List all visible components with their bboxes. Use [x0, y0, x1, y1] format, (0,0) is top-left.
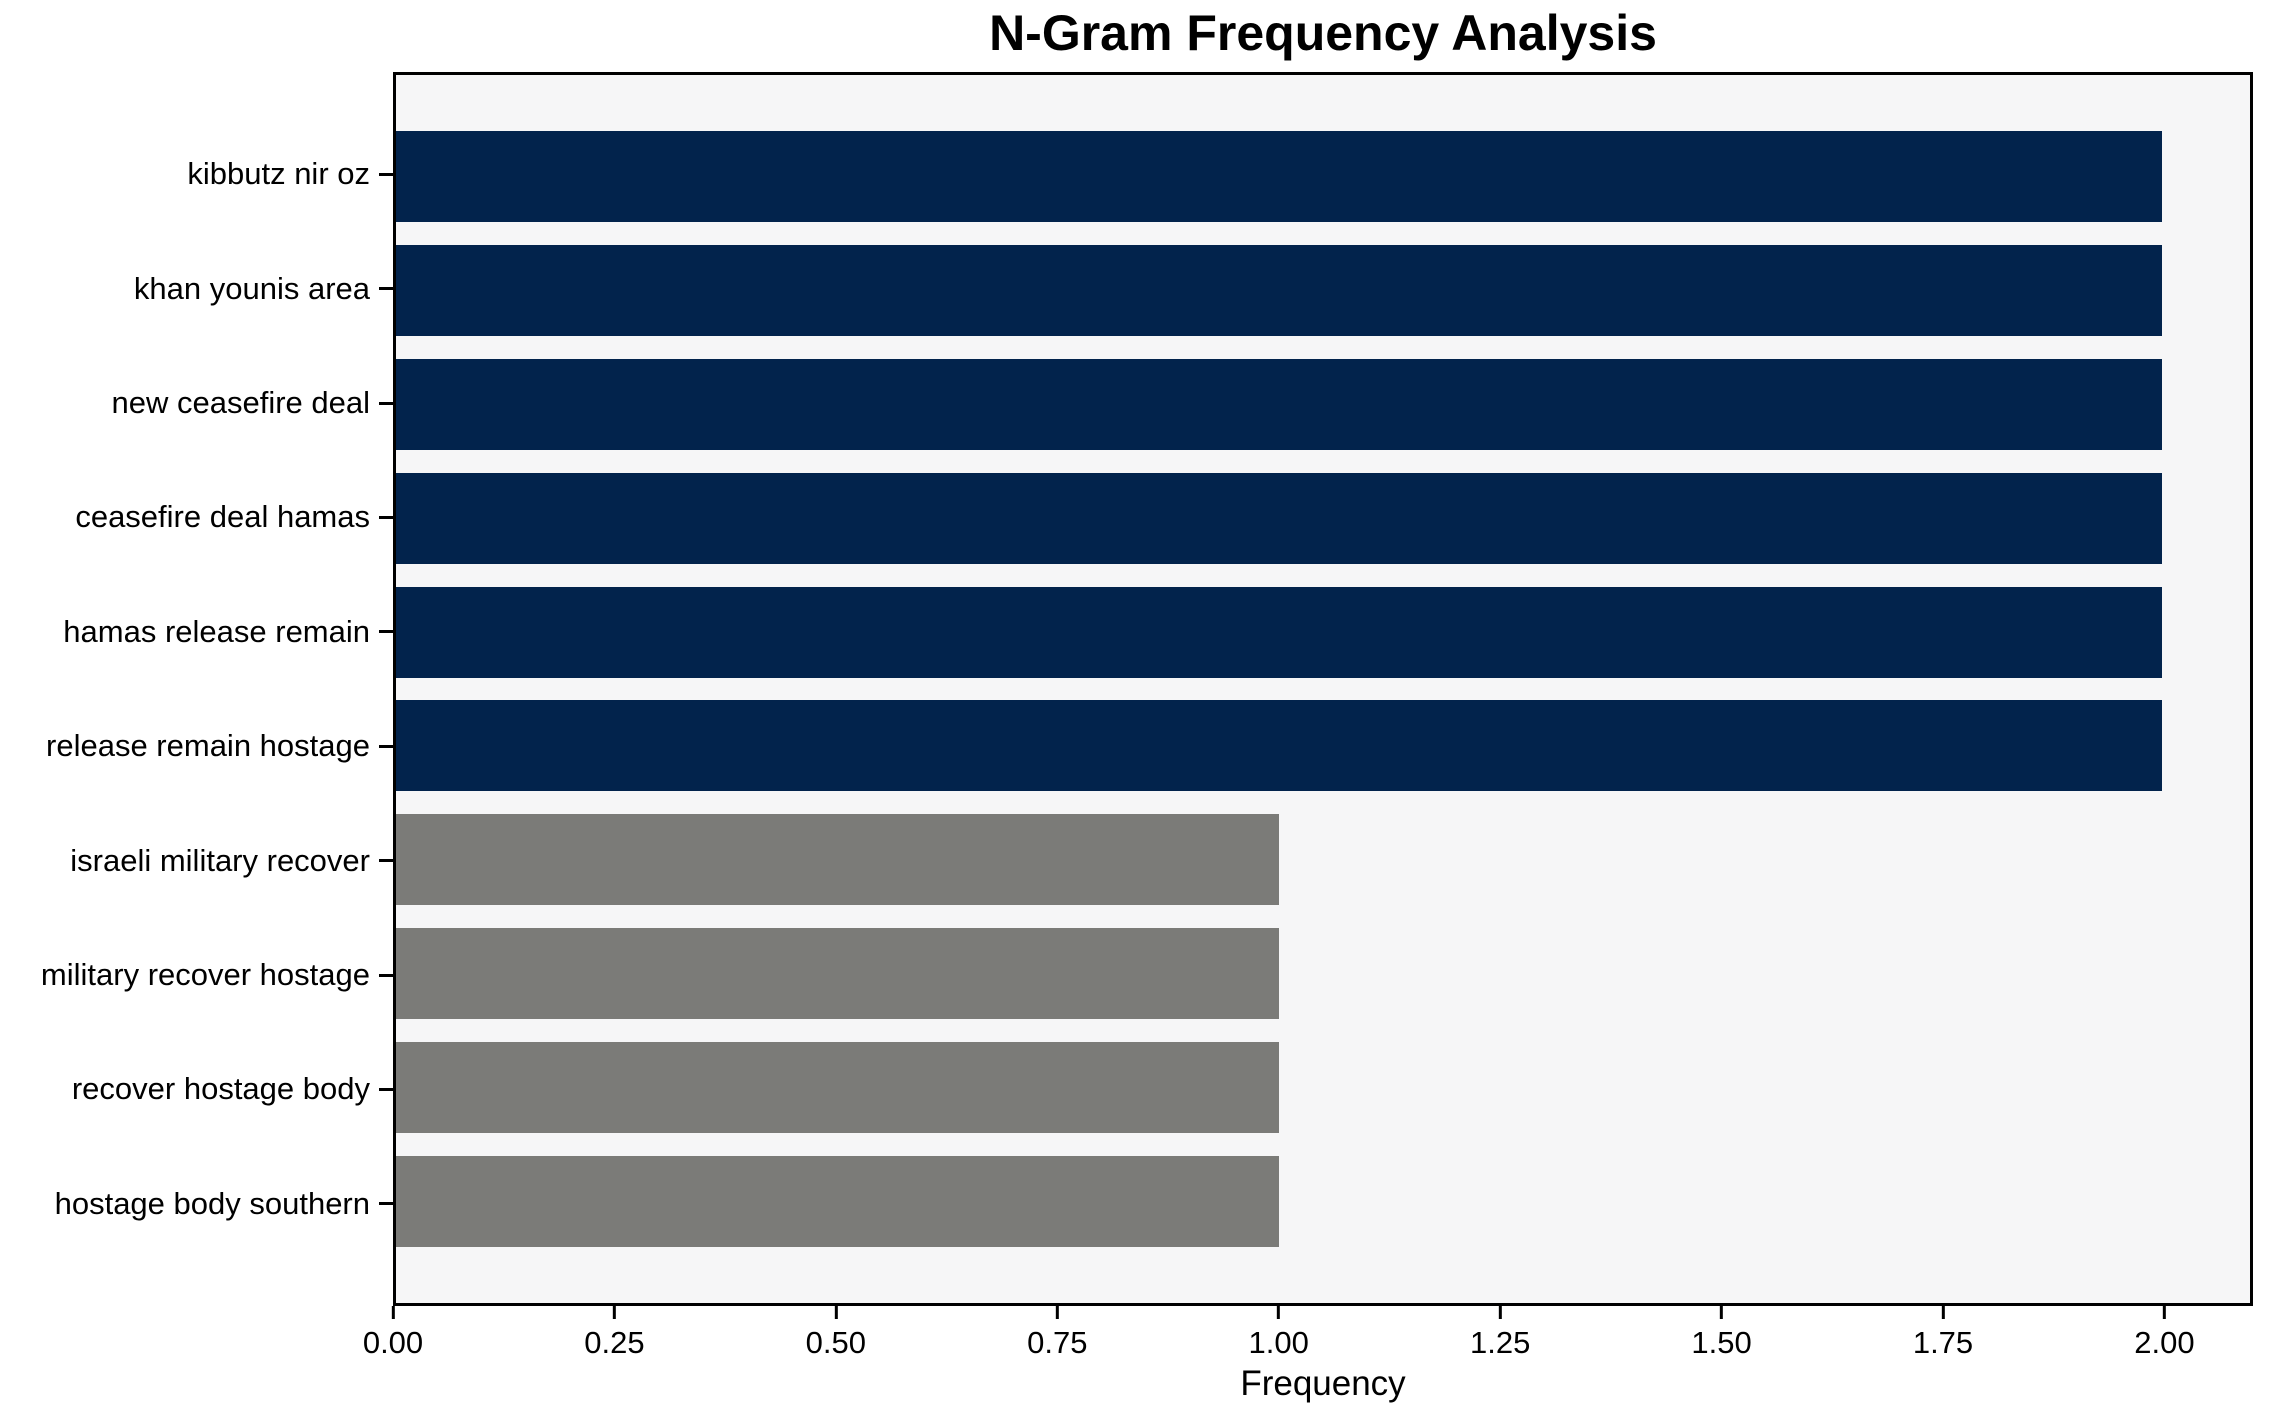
- x-tick-mark: [1055, 1306, 1059, 1319]
- y-tick-mark: [379, 287, 393, 291]
- y-tick-row-new-ceasefire-deal: new ceasefire deal: [0, 346, 393, 460]
- x-tick-label: 1.75: [1912, 1325, 1974, 1360]
- x-axis: 0.00 0.25 0.50 0.75 1.00 1.25 1.50 1.75 2.00: [363, 1306, 2253, 1376]
- bar-hostage-body-southern: [396, 1155, 1279, 1247]
- y-tick-row-recover-hostage-body: recover hostage body: [0, 1032, 393, 1146]
- x-tick-1.75: 1.75: [1913, 1306, 1973, 1361]
- y-tick-row-khan-younis-area: khan younis area: [0, 231, 393, 345]
- y-tick-row-hostage-body-southern: hostage body southern: [0, 1147, 393, 1261]
- x-tick-0.00: 0.00: [363, 1306, 423, 1361]
- x-tick-label: 0.50: [805, 1325, 867, 1360]
- bar-row-israeli-military-recover: [396, 803, 2250, 917]
- x-tick-mark: [1277, 1306, 1281, 1319]
- y-tick-label: recover hostage body: [71, 1071, 370, 1107]
- y-tick-mark: [379, 172, 393, 176]
- bar-new-ceasefire-deal: [396, 358, 2162, 450]
- plot-area: [393, 72, 2253, 1306]
- x-tick-label: 0.25: [584, 1325, 645, 1360]
- y-tick-label: israeli military recover: [70, 842, 370, 878]
- bar-military-recover-hostage: [396, 927, 1279, 1019]
- bar-hamas-release-remain: [396, 586, 2162, 678]
- bar-row-release-remain-hostage: [396, 689, 2250, 803]
- y-tick-mark: [379, 744, 393, 748]
- y-tick-label: kibbutz nir oz: [187, 156, 370, 192]
- bar-israeli-military-recover: [396, 814, 1279, 906]
- y-tick-row-kibbutz-nir-oz: kibbutz nir oz: [0, 117, 393, 231]
- y-tick-mark: [379, 1202, 393, 1206]
- bar-release-remain-hostage: [396, 700, 2162, 792]
- bar-row-military-recover-hostage: [396, 917, 2250, 1031]
- y-tick-label: release remain hostage: [46, 728, 370, 764]
- x-tick-mark: [2162, 1306, 2166, 1319]
- bar-row-new-ceasefire-deal: [396, 348, 2250, 462]
- chart-title: N-Gram Frequency Analysis: [989, 5, 1657, 61]
- y-tick-mark: [379, 401, 393, 405]
- y-tick-label: hostage body southern: [54, 1185, 370, 1221]
- y-tick-row-hamas-release-remain: hamas release remain: [0, 575, 393, 689]
- bar-recover-hostage-body: [396, 1041, 1279, 1133]
- y-tick-label: new ceasefire deal: [111, 385, 371, 421]
- x-tick-1.25: 1.25: [1470, 1306, 1530, 1361]
- bar-row-hostage-body-southern: [396, 1144, 2250, 1258]
- y-tick-label: military recover hostage: [40, 957, 370, 993]
- x-tick-mark: [1498, 1306, 1502, 1319]
- bar-row-kibbutz-nir-oz: [396, 120, 2250, 234]
- bar-khan-younis-area: [396, 245, 2162, 337]
- x-tick-label: 2.00: [2134, 1325, 2195, 1360]
- bar-ceasefire-deal-hamas: [396, 472, 2162, 564]
- x-tick-0.50: 0.50: [806, 1306, 866, 1361]
- x-tick-mark: [834, 1306, 838, 1319]
- x-tick-label: 0.00: [362, 1325, 424, 1360]
- bar-kibbutz-nir-oz: [396, 131, 2162, 223]
- x-tick-label: 1.00: [1248, 1325, 1309, 1360]
- y-tick-mark: [379, 973, 393, 977]
- y-tick-mark: [379, 630, 393, 634]
- x-tick-2.00: 2.00: [2134, 1306, 2195, 1361]
- y-tick-label: ceasefire deal hamas: [75, 499, 370, 535]
- bar-row-khan-younis-area: [396, 234, 2250, 348]
- x-tick-0.75: 0.75: [1027, 1306, 1087, 1361]
- y-tick-mark: [379, 1087, 393, 1091]
- bar-row-recover-hostage-body: [396, 1030, 2250, 1144]
- bars-region: [396, 75, 2250, 1303]
- x-axis-label: Frequency: [1240, 1364, 1406, 1403]
- y-tick-label: khan younis area: [133, 270, 370, 306]
- bar-row-hamas-release-remain: [396, 575, 2250, 689]
- x-tick-1.00: 1.00: [1249, 1306, 1309, 1361]
- y-tick-label: hamas release remain: [63, 613, 370, 649]
- y-axis: kibbutz nir oz khan younis area new ceasef…: [0, 72, 393, 1306]
- y-tick-row-release-remain-hostage: release remain hostage: [0, 689, 393, 803]
- y-tick-mark: [379, 859, 393, 863]
- x-tick-mark: [391, 1306, 395, 1319]
- x-tick-label: 0.75: [1027, 1325, 1088, 1360]
- x-tick-0.25: 0.25: [584, 1306, 645, 1361]
- bar-row-ceasefire-deal-hamas: [396, 461, 2250, 575]
- x-tick-label: 1.50: [1691, 1325, 1752, 1360]
- y-tick-row-israeli-military-recover: israeli military recover: [0, 803, 393, 917]
- y-tick-row-ceasefire-deal-hamas: ceasefire deal hamas: [0, 460, 393, 574]
- x-tick-mark: [1941, 1306, 1945, 1319]
- x-tick-mark: [1720, 1306, 1724, 1319]
- y-tick-row-military-recover-hostage: military recover hostage: [0, 918, 393, 1032]
- x-tick-label: 1.25: [1469, 1325, 1531, 1360]
- x-tick-mark: [612, 1306, 616, 1319]
- x-tick-1.50: 1.50: [1691, 1306, 1752, 1361]
- y-tick-mark: [379, 515, 393, 519]
